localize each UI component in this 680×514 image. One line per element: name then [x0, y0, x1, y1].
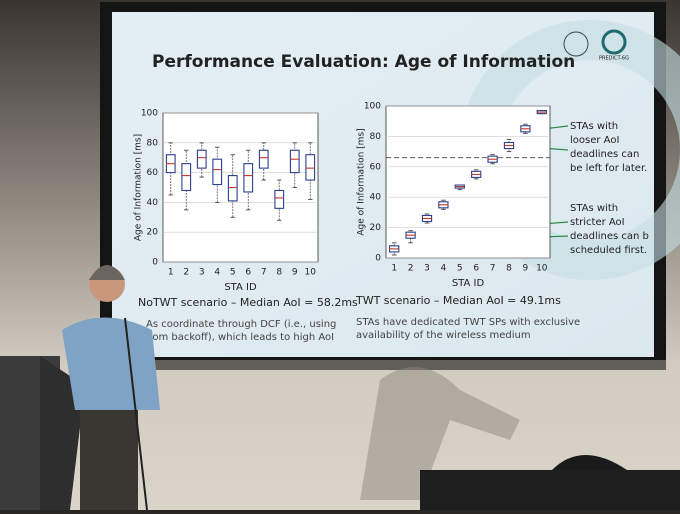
annotation: deadlines can	[570, 149, 639, 160]
x-tick-label: 4	[441, 264, 447, 274]
annotation: STAs with	[570, 203, 618, 214]
x-axis-label: STA ID	[452, 278, 485, 289]
annotation: stricter AoI	[570, 217, 625, 228]
note: As coordinate through DCF (i.e., using	[146, 319, 336, 330]
x-tick-label: 8	[506, 264, 512, 274]
box	[289, 149, 300, 174]
x-tick-label: 7	[490, 264, 496, 274]
y-tick-label: 40	[147, 198, 159, 208]
annotation: deadlines can b	[570, 231, 649, 242]
box	[305, 154, 316, 181]
y-tick-label: 20	[370, 223, 382, 233]
x-tick-label: 5	[457, 264, 463, 274]
x-tick-label: 4	[214, 268, 220, 278]
chair	[552, 455, 627, 470]
caption: TWT scenario – Median AoI = 49.1ms	[355, 294, 561, 307]
logo	[563, 31, 589, 57]
x-tick-label: 7	[261, 268, 267, 278]
box	[181, 163, 192, 192]
x-tick-label: 3	[199, 268, 205, 278]
y-tick-label: 60	[147, 168, 159, 178]
y-axis-label: Age of Information [ms]	[357, 128, 367, 235]
box	[243, 163, 254, 193]
speaker	[62, 265, 160, 511]
x-tick-label: 10	[536, 264, 548, 274]
x-tick-label: 2	[183, 268, 189, 278]
x-tick-label: 9	[292, 268, 298, 278]
x-tick-label: 6	[245, 268, 251, 278]
x-tick-label: 8	[276, 268, 282, 278]
note: availability of the wireless medium	[356, 330, 531, 341]
box	[212, 158, 223, 186]
y-tick-label: 80	[370, 132, 382, 142]
y-axis-label: Age of Information [ms]	[134, 134, 144, 241]
x-tick-label: 3	[424, 264, 430, 274]
y-tick-label: 100	[364, 102, 381, 112]
annotation: be left for later.	[570, 163, 647, 174]
logo	[601, 29, 627, 55]
x-tick-label: 1	[168, 268, 174, 278]
y-tick-label: 0	[375, 254, 381, 264]
caption: NoTWT scenario – Median AoI = 58.2ms	[138, 296, 358, 309]
note: STAs have dedicated TWT SPs with exclusi…	[356, 317, 580, 328]
annotation: scheduled first.	[570, 245, 647, 256]
x-tick-label: 2	[408, 264, 414, 274]
x-axis-label: STA ID	[224, 282, 257, 293]
box	[274, 189, 285, 209]
y-tick-label: 40	[370, 193, 382, 203]
x-tick-label: 5	[230, 268, 236, 278]
y-tick-label: 60	[370, 162, 382, 172]
y-tick-label: 20	[147, 228, 159, 238]
y-tick-label: 80	[147, 138, 159, 148]
x-tick-label: 10	[305, 268, 317, 278]
shadow	[360, 367, 520, 500]
box	[196, 149, 207, 169]
box	[227, 175, 238, 202]
slide-title: Performance Evaluation: Age of Informati…	[152, 52, 575, 72]
y-tick-label: 0	[152, 258, 158, 268]
x-tick-label: 1	[391, 264, 397, 274]
y-tick-label: 100	[141, 109, 158, 119]
table	[420, 470, 680, 510]
x-tick-label: 6	[473, 264, 479, 274]
annotation: STAs with	[570, 121, 618, 132]
annotation: looser AoI	[570, 135, 619, 146]
box	[258, 149, 269, 169]
logo-text: PREDICT-6G	[599, 56, 629, 62]
note: dom backoff), which leads to high AoI	[146, 332, 334, 343]
x-tick-label: 9	[523, 264, 529, 274]
